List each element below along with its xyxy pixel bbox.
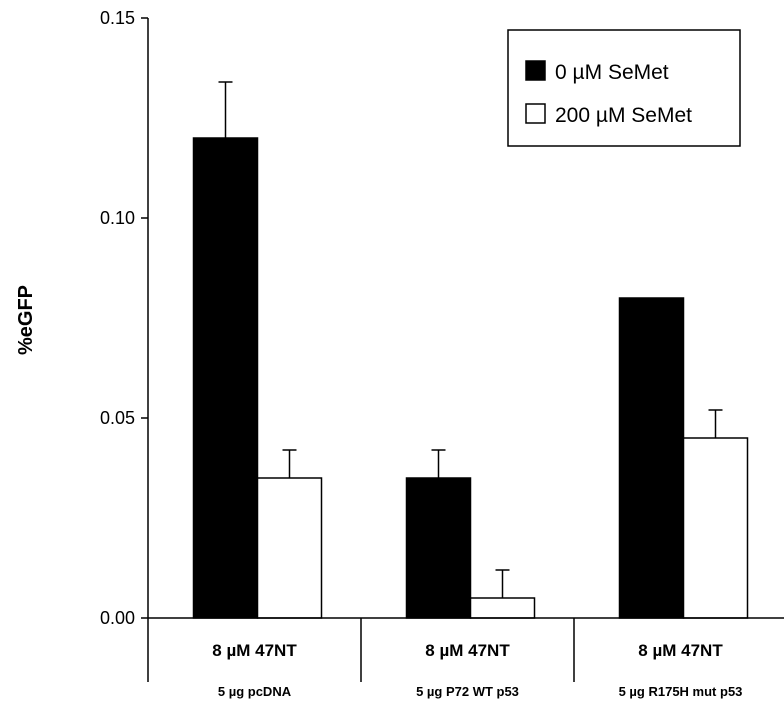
bar-series-1 (618, 297, 685, 619)
category-sublabel: 5 µg R175H mut p53 (619, 684, 743, 699)
legend-label-series-1: 0 µM SeMet (555, 61, 669, 84)
category-labels: 8 µM 47NT 5 µg pcDNA 8 µM 47NT 5 µg P72 WT … (147, 618, 743, 699)
legend-label-series-2: 200 µM SeMet (555, 104, 692, 127)
bar-series-1 (405, 477, 472, 619)
axes: %eGFP 0.00 0.05 0.10 0.15 (15, 8, 784, 628)
bar-series-1 (192, 137, 259, 619)
y-axis-title: %eGFP (15, 285, 37, 355)
category-label: 8 µM 47NT (212, 641, 297, 660)
y-tick-label: 0.05 (100, 408, 135, 428)
bar-series-2 (256, 477, 323, 619)
legend: 0 µM SeMet 200 µM SeMet (507, 29, 741, 147)
category-label: 8 µM 47NT (638, 641, 723, 660)
legend-swatch-series-2 (525, 103, 546, 124)
bar-series-2 (682, 437, 749, 619)
category-sublabel: 5 µg P72 WT p53 (416, 684, 519, 699)
bar-series-2 (469, 597, 536, 619)
plot-area (192, 81, 749, 619)
legend-box (507, 29, 741, 147)
y-tick-label: 0.00 (100, 608, 135, 628)
category-sublabel: 5 µg pcDNA (218, 684, 292, 699)
y-tick-label: 0.15 (100, 8, 135, 28)
y-tick-label: 0.10 (100, 208, 135, 228)
category-label: 8 µM 47NT (425, 641, 510, 660)
legend-swatch-series-1 (525, 60, 546, 81)
